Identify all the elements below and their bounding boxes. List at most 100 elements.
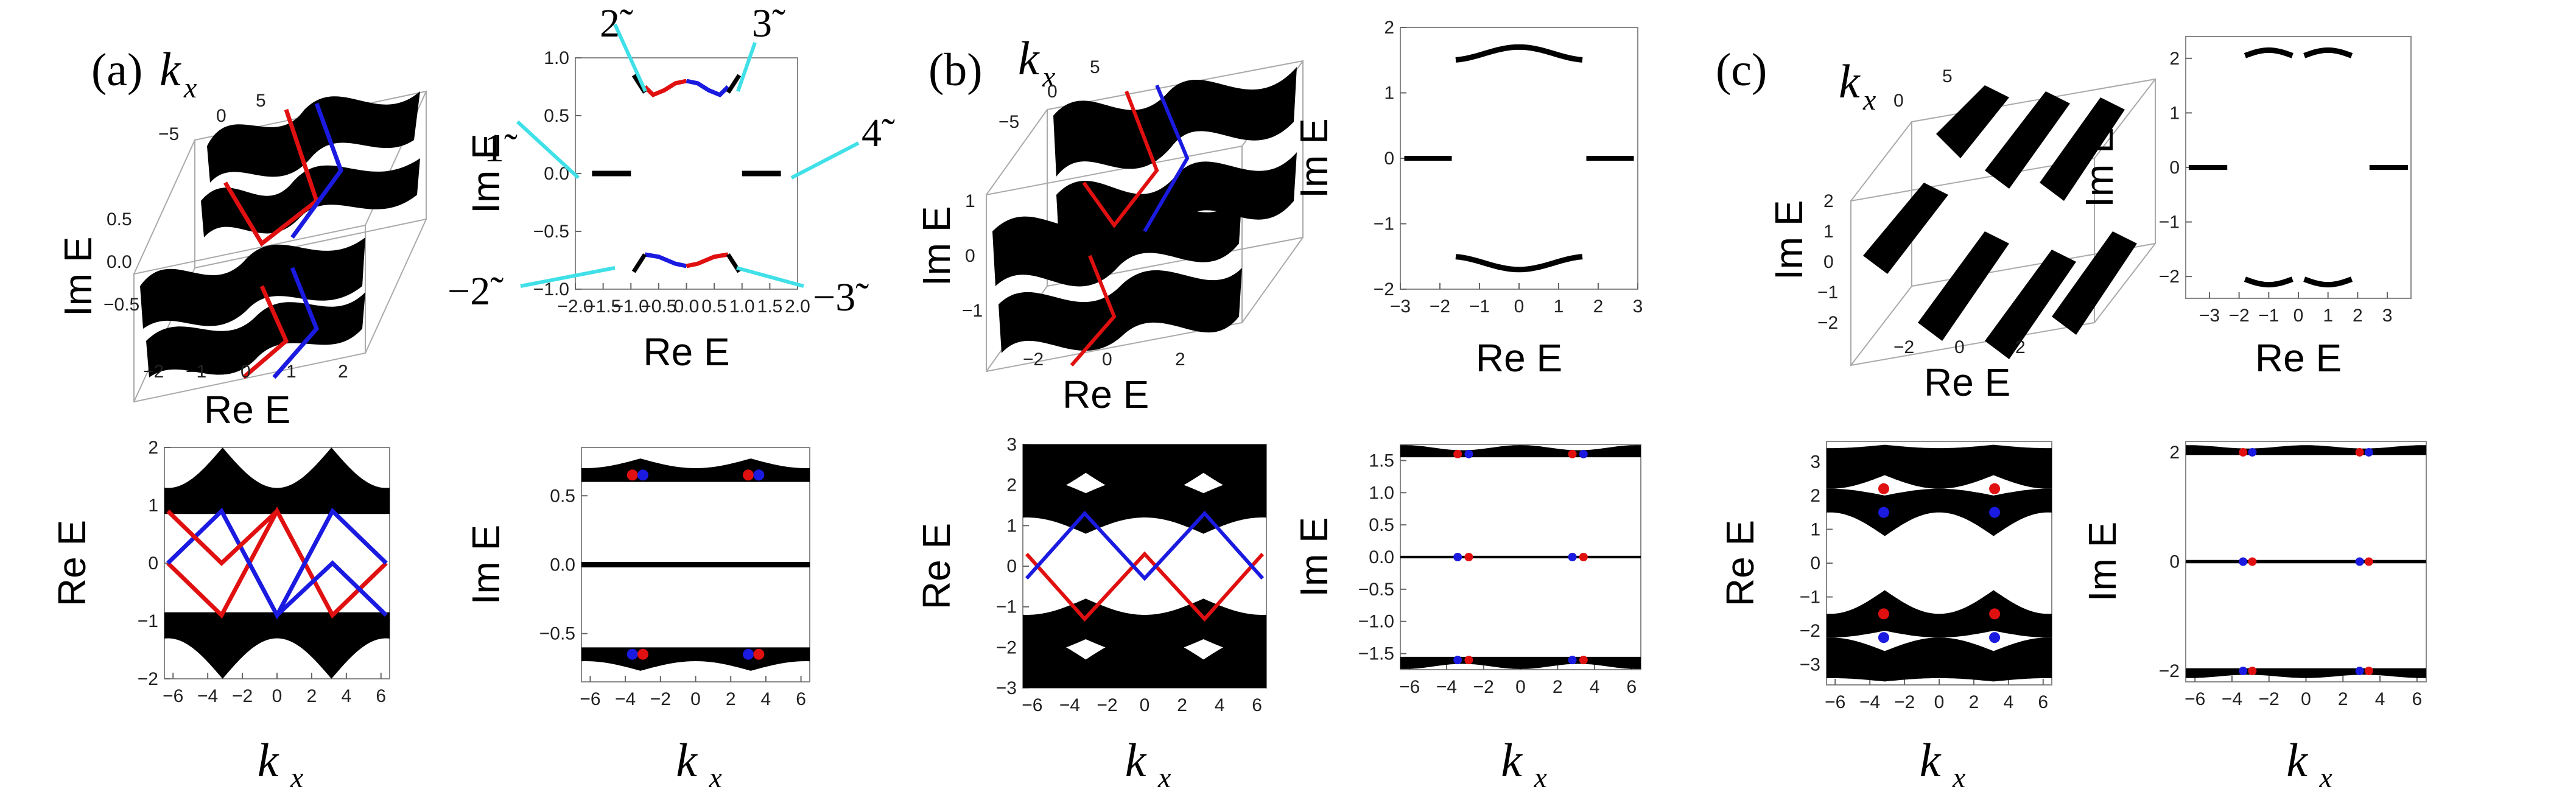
tick-b3d-z1: 0	[1047, 82, 1058, 102]
xlabel-c-3d: Re E	[1924, 360, 2010, 404]
band-c-5	[1918, 231, 2009, 341]
ylabel-a-re: Re E	[50, 520, 94, 606]
xtick-label-c-complex-4: 1	[2323, 306, 2333, 326]
band-b-3	[992, 195, 1242, 287]
ytick-label-c-im-0: −2	[2159, 661, 2180, 681]
xtick-label-c-complex-1: −2	[2229, 306, 2250, 326]
arc-a-c-top-red	[643, 79, 687, 97]
band-a-low	[140, 237, 365, 329]
box-edges-c	[1850, 79, 2156, 366]
dot-c-im-mid-3	[2364, 557, 2373, 566]
xlabel-a-im: k	[676, 734, 698, 787]
tick-a3d-y0: −0.5	[104, 295, 139, 315]
xtick-label-b-complex-4: 1	[1554, 296, 1564, 317]
xtick-label-b-complex-5: 2	[1593, 296, 1604, 317]
band-c-re-1	[1827, 444, 2052, 489]
band-a-mid	[201, 158, 420, 237]
xtick-label-a-re-4: 2	[307, 686, 317, 706]
tick-c3d-y4: 2	[1823, 191, 1834, 211]
dot-b-im-bot-0	[1453, 656, 1462, 665]
dot-a-im-top-2	[743, 469, 754, 481]
ytick-label-c-re-5: 2	[1810, 486, 1820, 506]
dot-c-re-b-1	[1989, 507, 2001, 518]
band-a-im-top	[581, 458, 810, 482]
panel-label-a: (a)	[91, 44, 142, 96]
xtick-label-a-complex-5: 0.5	[701, 296, 727, 317]
annotation-lines	[516, 23, 860, 288]
red-edge-a-re-2	[166, 509, 279, 566]
edges-a-3d	[223, 102, 343, 379]
ytick-label-a-re-4: 2	[148, 438, 158, 458]
blue-edge-b	[1143, 84, 1190, 233]
xlabel-b-3d: Re E	[1062, 373, 1149, 416]
kx-sub-c-3d: x	[1862, 84, 1876, 116]
blue-edge-a-re-1	[166, 507, 388, 620]
dot-b-im-top-0	[1453, 449, 1462, 458]
xtick-label-b-complex-3: 0	[1514, 296, 1525, 317]
xtick-label-a-complex-7: 1.5	[757, 296, 783, 317]
xtick-label-c-re-3: 0	[1934, 692, 1945, 712]
ytick-label-c-complex-0: −2	[2159, 267, 2180, 287]
xtick-label-b-re-2: −2	[1097, 695, 1117, 715]
dot-a-im-bot-1	[637, 648, 648, 660]
plot-a-complex: −2.0−1.5−1.0−0.50.0 0.5 1.0 1.5 2.0−1.0−0.50…	[464, 48, 810, 374]
ylabel-a-complex: Im E	[464, 133, 508, 214]
ytick-label-b-im-3: 0.0	[1369, 547, 1394, 567]
panel-label-b: (b)	[928, 44, 983, 96]
xtick-label-b-im-0: −6	[1399, 677, 1420, 697]
tip-a-c-bl	[631, 253, 647, 273]
dot-c-re-c-0	[1878, 608, 1889, 620]
xtick-label-b-re-4: 2	[1177, 695, 1187, 715]
band-c-2	[1985, 91, 2070, 189]
blue-edge-a2	[272, 267, 320, 379]
dot-b-im-top-1	[1464, 449, 1473, 458]
tick-a3d-x1: −1	[186, 362, 206, 382]
ann-label-3: 3̃	[752, 1, 785, 46]
xtick-label-c-im-1: −4	[2222, 689, 2242, 709]
xtick-label-a-im-3: 0	[690, 689, 701, 709]
xtick-label-c-complex-6: 3	[2382, 306, 2393, 326]
plot-c-im: −6 −4 −2 0 2 4 6 −2 0 2 Im E k x	[2080, 441, 2427, 789]
xtick-label-b-im-5: 4	[1590, 677, 1600, 697]
ytick-label-c-re-2: −1	[1800, 587, 1820, 608]
ytick-label-c-re-0: −3	[1800, 655, 1820, 675]
arc-b-c-bottom	[1455, 254, 1583, 273]
xtick-label-c-im-5: 4	[2375, 689, 2385, 709]
ytick-label-c-complex-3: 1	[2169, 103, 2180, 123]
dot-c-im-bot-1	[2248, 667, 2257, 676]
tick-b3d-y1: 0	[965, 246, 975, 266]
annotations-a-complex: 1̃ 2̃ 3̃ 4̃ −2̃ −3̃	[447, 1, 895, 320]
xtick-label-c-complex-2: −1	[2258, 306, 2279, 326]
dot-c-im-top-3	[2364, 447, 2373, 457]
xtick-label-a-complex-4: 0.0	[674, 296, 700, 317]
xtick-label-b-re-1: −4	[1059, 695, 1080, 715]
dot-b-im-bot-1	[1464, 656, 1473, 665]
tick-c3d-x2: 2	[2015, 337, 2026, 357]
arc-c-c-bot-r	[2303, 276, 2353, 288]
dot-b-im-bot-2	[1568, 656, 1577, 665]
band-b-re-lower	[1023, 598, 1266, 656]
tick-b3d-x2: 2	[1175, 349, 1185, 370]
tick-c3d-x1: 0	[1954, 337, 1965, 357]
ytick-label-a-im-0: −0.5	[539, 624, 575, 644]
dot-c-re-b-0	[1878, 507, 1889, 518]
kx-label-a-3d: k	[160, 43, 181, 96]
arc-a-c-bot-red	[686, 252, 729, 268]
bands-c-3d	[1863, 85, 2137, 359]
ytick-label-b-re-4: 1	[1006, 516, 1017, 536]
xtick-label-b-im-2: −2	[1473, 677, 1494, 697]
xtick-label-b-complex-1: −2	[1430, 296, 1450, 317]
xtick-label-b-re-0: −6	[1022, 695, 1042, 715]
xtick-label-c-re-1: −4	[1859, 692, 1880, 712]
xlabel-c-re: k	[1920, 734, 1942, 787]
ann-label-m2: −2̃	[447, 269, 504, 314]
xtick-label-c-im-3: 0	[2301, 689, 2311, 709]
ytick-label-c-re-4: 1	[1810, 519, 1820, 539]
ytick-label-b-complex-0: −2	[1374, 279, 1394, 300]
arc-b-c-top	[1455, 44, 1583, 63]
xtick-label-c-re-4: 2	[1969, 692, 1979, 712]
tick-a3d-z1: 0	[216, 106, 226, 126]
dot-c-im-mid-1	[2248, 557, 2257, 566]
ytick-label-b-im-4: 0.5	[1369, 515, 1394, 535]
xtick-label-a-complex-0: −2.0	[557, 296, 593, 317]
